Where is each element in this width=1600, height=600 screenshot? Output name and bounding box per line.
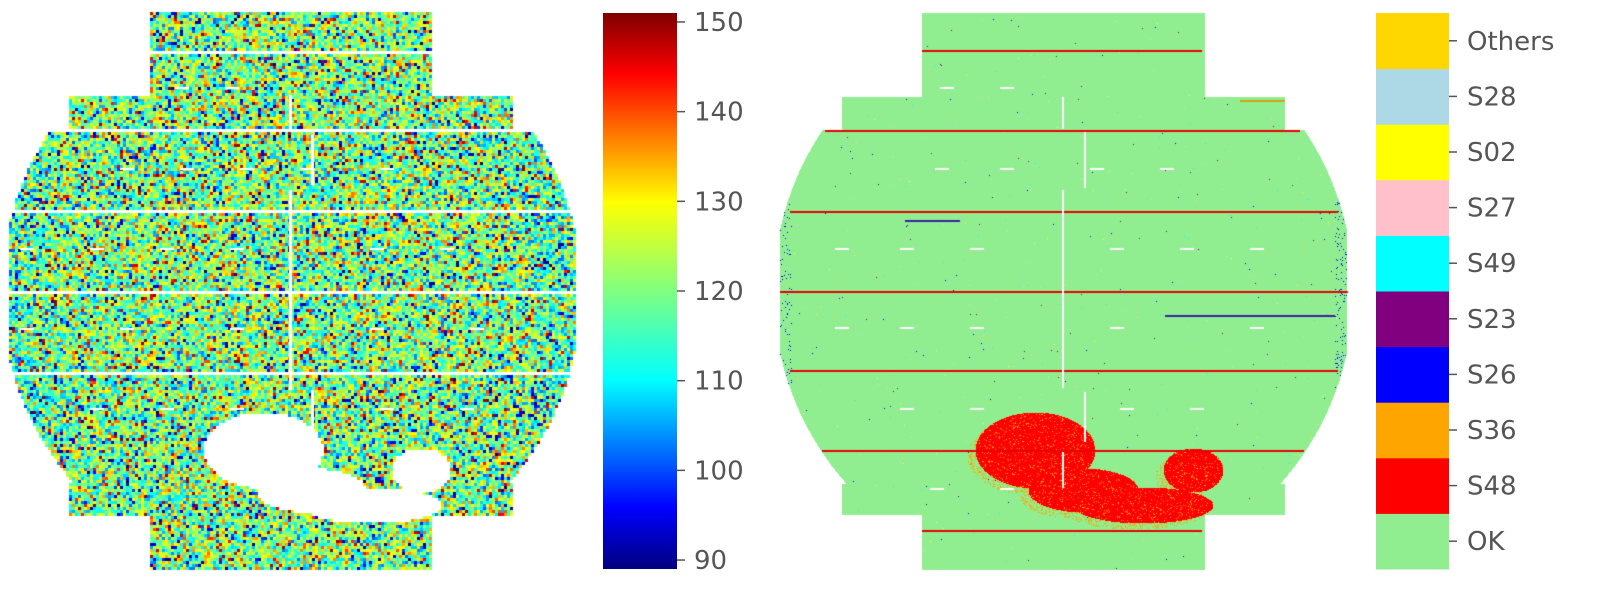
category-swatch <box>1376 513 1449 570</box>
category-swatch <box>1376 124 1449 181</box>
category-map-panel-right <box>760 0 1380 600</box>
category-label: Others <box>1467 27 1554 57</box>
colorbar-tick-label: 100 <box>694 456 744 486</box>
category-swatch <box>1376 13 1449 70</box>
category-label: S36 <box>1467 416 1517 446</box>
category-swatch <box>1376 68 1449 125</box>
category-label: S49 <box>1467 249 1517 279</box>
category-label: S26 <box>1467 360 1517 390</box>
category-swatch <box>1376 235 1449 292</box>
category-label: S02 <box>1467 138 1517 168</box>
colorbar: 90 100 110 120 130 140 150 <box>603 8 744 576</box>
colorbar-tick-label: 150 <box>694 8 744 38</box>
category-label: S23 <box>1467 305 1517 335</box>
category-label: S28 <box>1467 82 1517 112</box>
colorbar-ticks: 90 100 110 120 130 140 150 <box>677 8 744 576</box>
colorbar-tick-label: 140 <box>694 98 744 128</box>
colorbar-bar <box>603 13 677 569</box>
category-colorbar: OK S48 S36 S26 S23 S49 S27 S02 S28 Others <box>1376 13 1554 570</box>
colorbar-tick-label: 120 <box>694 277 744 307</box>
category-swatch <box>1376 402 1449 459</box>
wafer-map-image <box>0 0 600 600</box>
category-swatch <box>1376 291 1449 348</box>
colorbar-tick-label: 90 <box>694 546 727 576</box>
category-label: S48 <box>1467 472 1517 502</box>
category-map-image <box>760 0 1380 600</box>
category-label: OK <box>1467 527 1505 557</box>
colorbar-tick-label: 110 <box>694 367 744 397</box>
category-swatch <box>1376 346 1449 403</box>
heatmap-panel-left <box>0 0 600 600</box>
category-label: S27 <box>1467 194 1517 224</box>
category-swatch <box>1376 457 1449 514</box>
colorbar-tick-label: 130 <box>694 187 744 217</box>
category-swatch <box>1376 179 1449 236</box>
